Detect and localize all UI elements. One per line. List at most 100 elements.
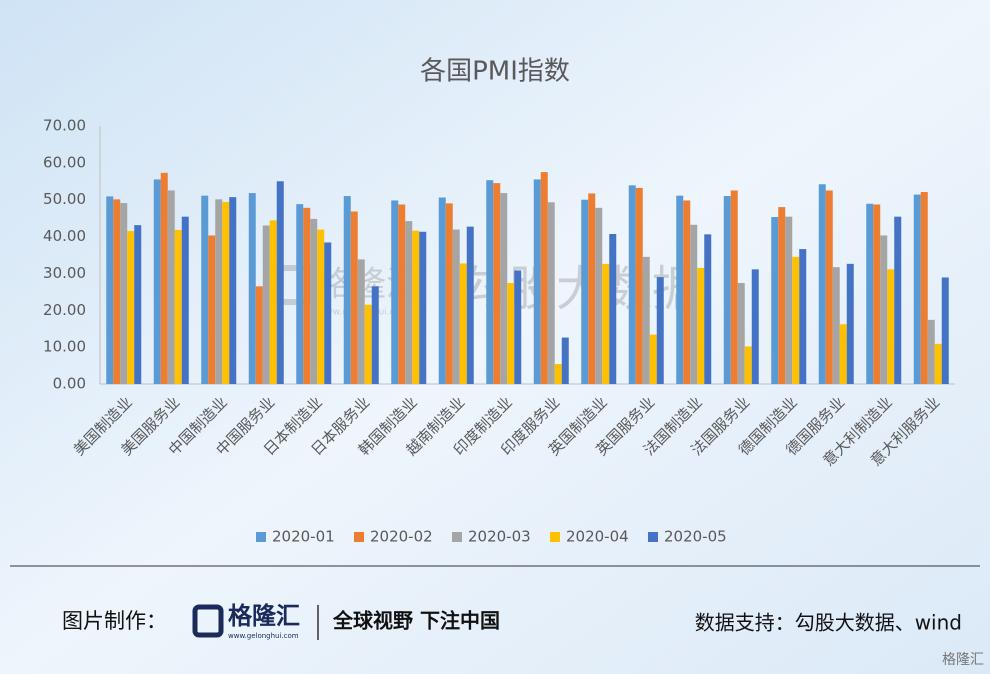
bar	[704, 234, 712, 384]
bar	[310, 218, 318, 384]
footer-slogan: 全球视野 下注中国	[332, 609, 500, 633]
bar	[459, 263, 467, 384]
bar	[771, 217, 779, 384]
bar	[880, 235, 888, 384]
footer-corner: 格隆汇	[942, 652, 984, 668]
bar	[106, 196, 114, 384]
bar	[778, 207, 786, 384]
bar	[533, 179, 541, 384]
bar	[324, 242, 332, 384]
bar	[832, 267, 840, 384]
bar	[744, 346, 752, 384]
bar	[215, 199, 223, 384]
bar	[561, 337, 569, 384]
bar	[588, 193, 596, 384]
bar	[296, 204, 304, 384]
bar	[113, 199, 121, 384]
bar	[181, 216, 189, 384]
bar	[222, 201, 230, 384]
bar	[466, 226, 474, 384]
y-tick-label: 70.00	[43, 117, 86, 135]
bar	[934, 343, 942, 384]
bar	[398, 204, 406, 384]
bar	[941, 277, 949, 384]
bar	[554, 364, 562, 384]
bar	[581, 199, 589, 384]
legend-swatch	[354, 532, 364, 542]
bar	[438, 197, 446, 384]
bar	[493, 183, 501, 384]
footer-url: www.gelonghui.com	[228, 632, 299, 640]
bar	[913, 194, 921, 384]
bar	[357, 259, 365, 384]
bar	[690, 224, 698, 384]
legend-label: 2020-04	[566, 528, 629, 546]
bar	[350, 211, 358, 384]
legend-label: 2020-01	[272, 528, 335, 546]
bar	[507, 283, 515, 384]
bar	[343, 196, 351, 384]
bar	[255, 286, 263, 384]
footer-brand: 格隆汇	[228, 602, 300, 630]
bar	[873, 204, 881, 384]
bar	[785, 216, 793, 384]
legend-swatch	[550, 532, 560, 542]
y-tick-label: 0.00	[53, 375, 86, 393]
bar	[514, 270, 522, 384]
chart-title: 各国PMI指数	[420, 57, 570, 87]
bar	[649, 334, 657, 384]
bar	[927, 319, 935, 384]
bar	[818, 184, 826, 384]
legend-label: 2020-03	[468, 528, 531, 546]
bar	[445, 203, 453, 384]
bar	[751, 269, 759, 384]
bar	[303, 207, 311, 384]
bar	[792, 256, 800, 384]
bar	[120, 203, 128, 384]
bar	[371, 286, 379, 384]
bar	[683, 200, 691, 384]
bar	[540, 172, 548, 384]
bar	[866, 203, 874, 384]
legend-label: 2020-05	[664, 528, 727, 546]
legend-swatch	[452, 532, 462, 542]
legend-label: 2020-02	[370, 528, 433, 546]
bar	[697, 267, 705, 384]
bar	[723, 196, 731, 384]
bar	[160, 172, 168, 384]
bar	[208, 235, 216, 384]
bar	[846, 263, 854, 384]
y-tick-label: 20.00	[43, 301, 86, 319]
bar	[500, 193, 508, 384]
bar	[486, 180, 494, 384]
bar	[276, 181, 284, 384]
y-tick-label: 40.00	[43, 227, 86, 245]
y-tick-label: 10.00	[43, 338, 86, 356]
legend-swatch	[648, 532, 658, 542]
bar	[676, 195, 684, 384]
bar	[391, 200, 399, 384]
bar	[269, 220, 277, 384]
bar	[825, 190, 833, 384]
legend-swatch	[256, 532, 266, 542]
bar	[602, 263, 610, 384]
bar	[134, 225, 142, 384]
bar	[656, 277, 664, 384]
bar	[262, 225, 270, 384]
footer-made-by: 图片制作：	[62, 609, 167, 633]
bar	[317, 229, 325, 384]
bar	[405, 221, 413, 384]
bar	[364, 304, 372, 384]
footer-source: 数据支持：勾股大数据、wind	[695, 611, 962, 635]
bar	[452, 229, 460, 384]
bar	[174, 229, 182, 384]
bar	[419, 231, 427, 384]
bar	[635, 187, 643, 384]
bar	[412, 230, 420, 384]
bar	[894, 216, 902, 384]
bar	[248, 193, 256, 384]
bar	[153, 179, 161, 384]
bar	[887, 269, 895, 384]
bar	[920, 191, 928, 384]
